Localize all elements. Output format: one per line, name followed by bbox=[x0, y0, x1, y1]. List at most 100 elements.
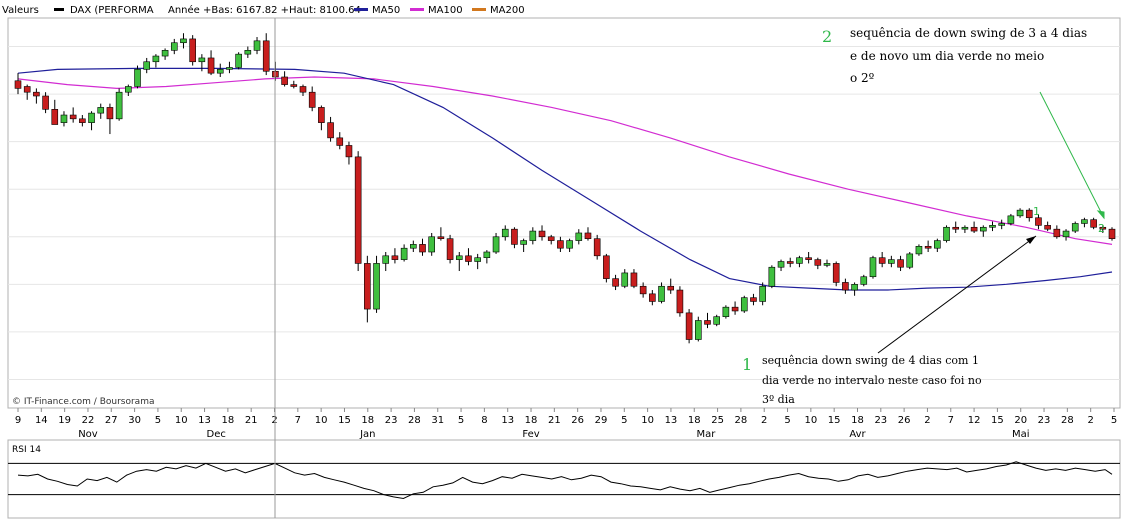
x-tick-label: 20 bbox=[1014, 415, 1027, 426]
candle-body bbox=[1016, 209, 1024, 217]
candle-body bbox=[685, 312, 693, 340]
x-tick-label: 23 bbox=[385, 415, 398, 426]
candle-body bbox=[621, 272, 629, 287]
annotation-2-number: 2 bbox=[822, 27, 832, 46]
candle-body bbox=[373, 263, 380, 310]
candle-body bbox=[345, 145, 353, 158]
candle-body bbox=[1044, 225, 1051, 230]
x-month-label: Jan bbox=[359, 429, 375, 440]
candle-body bbox=[557, 240, 564, 249]
candle-body bbox=[226, 67, 233, 70]
candle-body bbox=[842, 282, 849, 291]
candle-body bbox=[318, 107, 325, 123]
rsi-indicator bbox=[8, 461, 1120, 500]
candle-body bbox=[934, 240, 941, 249]
candle-body bbox=[731, 306, 739, 312]
candle-body bbox=[189, 38, 196, 63]
candle-body bbox=[207, 57, 215, 74]
candle-body bbox=[704, 320, 711, 325]
annotation-2-arrow bbox=[1039, 91, 1105, 219]
candle-body bbox=[566, 240, 573, 249]
candle-body bbox=[299, 86, 307, 93]
candle-body bbox=[60, 114, 68, 123]
legend-ma50-swatch bbox=[354, 8, 368, 11]
candle-body bbox=[474, 257, 481, 262]
legend-ma100-label: MA100 bbox=[428, 5, 463, 16]
candle-body bbox=[455, 255, 463, 260]
candle-body bbox=[989, 225, 996, 228]
candle-body bbox=[713, 316, 720, 325]
candle-body bbox=[216, 69, 224, 74]
candle-body bbox=[400, 247, 408, 260]
candle-body bbox=[667, 285, 675, 291]
rsi-label: RSI 14 bbox=[12, 445, 41, 455]
candle-body bbox=[180, 38, 187, 44]
candle-body bbox=[676, 289, 684, 314]
candle-body bbox=[796, 257, 803, 264]
x-tick-label: 2 bbox=[924, 415, 930, 426]
x-tick-label: 28 bbox=[408, 415, 421, 426]
candle-body bbox=[170, 42, 178, 51]
candle-body bbox=[520, 240, 527, 245]
annotation-1-number: 1 bbox=[742, 355, 752, 374]
candle-body bbox=[42, 95, 49, 110]
candle-body bbox=[1071, 223, 1079, 232]
candle-body bbox=[446, 238, 454, 260]
candle-body bbox=[364, 263, 371, 310]
legend-instrument-label: Valeurs bbox=[2, 5, 39, 16]
candle-body bbox=[1081, 219, 1088, 224]
candle-body bbox=[69, 114, 77, 120]
candle-body bbox=[410, 244, 417, 249]
marker-1-label: 1 bbox=[1033, 205, 1040, 218]
candle-body bbox=[1108, 228, 1116, 239]
x-tick-label: 29 bbox=[595, 415, 608, 426]
candle-body bbox=[79, 118, 86, 123]
x-tick-label: 7 bbox=[295, 415, 301, 426]
candle-body bbox=[281, 76, 288, 85]
x-tick-label: 8 bbox=[481, 415, 487, 426]
candle-body bbox=[33, 91, 40, 97]
price-panel-frame bbox=[7, 17, 1121, 409]
candle-body bbox=[106, 107, 114, 120]
x-tick-label: 26 bbox=[571, 415, 584, 426]
x-tick-label: 15 bbox=[991, 415, 1004, 426]
candle-body bbox=[88, 112, 95, 123]
ma100-line bbox=[17, 76, 1113, 245]
candle-body bbox=[465, 255, 472, 262]
candle-body bbox=[869, 257, 877, 278]
candle-body bbox=[998, 223, 1005, 226]
x-month-label: Mar bbox=[696, 429, 716, 440]
candle-body bbox=[860, 276, 868, 285]
candles bbox=[14, 33, 1116, 344]
candle-body bbox=[23, 86, 31, 93]
candle-body bbox=[740, 297, 748, 312]
candle-body bbox=[501, 228, 509, 238]
candle-body bbox=[970, 226, 978, 232]
x-tick-label: 15 bbox=[828, 415, 841, 426]
x-tick-label: 18 bbox=[361, 415, 374, 426]
candle-body bbox=[244, 50, 252, 55]
annotation-2: 2 sequência de down swing de 3 a 4 dias … bbox=[822, 26, 1087, 85]
x-tick-label: 2 bbox=[761, 415, 767, 426]
x-tick-label: 15 bbox=[338, 415, 351, 426]
marker-2-label: 2 bbox=[1098, 222, 1105, 235]
candle-body bbox=[888, 259, 895, 264]
candle-body bbox=[722, 306, 730, 317]
source-credit: © IT-Finance.com / Boursorama bbox=[12, 397, 154, 407]
candle-body bbox=[814, 259, 822, 266]
x-month-label: Fev bbox=[522, 429, 539, 440]
candle-body bbox=[235, 53, 242, 68]
x-tick-label: 27 bbox=[105, 415, 118, 426]
x-tick-label: 23 bbox=[1038, 415, 1051, 426]
x-tick-label: 18 bbox=[525, 415, 538, 426]
x-tick-label: 23 bbox=[874, 415, 887, 426]
x-axis: 9141922273051013182127101518232831581318… bbox=[15, 408, 1117, 440]
candle-body bbox=[961, 226, 969, 230]
candle-body bbox=[584, 232, 592, 239]
candle-body bbox=[593, 238, 601, 257]
x-tick-label: 5 bbox=[784, 415, 790, 426]
candle-body bbox=[428, 236, 435, 253]
candle-body bbox=[1007, 215, 1015, 224]
